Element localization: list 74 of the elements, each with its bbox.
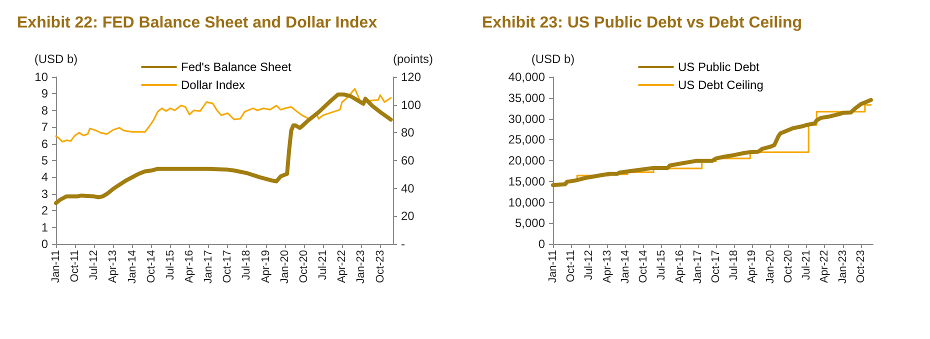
y2-tick-label: 100	[401, 98, 422, 112]
y-tick-label: 5	[41, 154, 48, 168]
y-tick-label: 15,000	[508, 174, 546, 188]
x-tick-label: Jul-18	[240, 250, 253, 280]
y2-tick-label: 120	[401, 70, 422, 84]
line-series	[55, 88, 392, 143]
y2-axis-title: (points)	[393, 52, 434, 66]
x-tick-label: Jan-20	[278, 250, 291, 284]
x-tick-label: Apr-13	[601, 250, 614, 284]
y-axis-title: (USD b)	[34, 52, 78, 66]
x-tick-label: Apr-19	[746, 250, 758, 284]
y-tick-label: 1	[41, 220, 48, 234]
y2-tick-label: 60	[401, 154, 415, 168]
y-tick-label: 5,000	[514, 216, 546, 230]
x-tick-label: Jan-14	[619, 250, 632, 284]
x-tick-label: Oct-17	[710, 250, 722, 284]
y-tick-label: 4	[41, 170, 48, 184]
x-tick-label: Jan-20	[764, 250, 776, 284]
x-tick-label: Jan-11	[547, 250, 559, 283]
y-tick-label: 35,000	[508, 90, 546, 105]
y-tick-label: 8	[41, 103, 48, 118]
x-tick-label: Oct-14	[145, 250, 158, 284]
y-tick-label: 20,000	[508, 154, 546, 168]
x-tick-label: Apr-22	[818, 250, 831, 284]
y-tick-label: 10,000	[508, 195, 546, 210]
x-tick-label: Jan-23	[355, 250, 368, 284]
x-tick-label: Apr-13	[107, 250, 120, 284]
y-tick-label: 40,000	[508, 70, 546, 84]
x-tick-label: Oct-23	[374, 250, 386, 284]
y2-tick-label: -	[401, 237, 405, 251]
y-tick-label: 25,000	[508, 132, 546, 147]
y2-tick-label: 80	[401, 126, 415, 140]
x-tick-label: Apr-22	[336, 250, 348, 284]
x-tick-label: Oct-20	[298, 250, 310, 284]
x-tick-label: Jan-14	[126, 250, 138, 284]
x-tick-label: Jul-15	[164, 250, 176, 280]
chart-title: Exhibit 22: FED Balance Sheet and Dollar Index	[17, 14, 378, 32]
legend-label: Fed's Balance Sheet	[181, 60, 292, 74]
y-axis-title: (USD b)	[531, 52, 575, 66]
x-tick-label: Apr-19	[260, 250, 272, 284]
x-tick-label: Jul-12	[88, 250, 100, 280]
y-tick-label: 9	[41, 86, 48, 101]
line-series	[54, 92, 393, 206]
x-tick-label: Jul-12	[583, 250, 596, 280]
x-tick-label: Jul-21	[317, 250, 330, 280]
legend-label: US Debt Ceiling	[678, 78, 764, 92]
x-tick-label: Oct-14	[638, 250, 650, 284]
y-tick-label: 10	[34, 70, 48, 84]
x-tick-label: Jan-17	[202, 250, 215, 284]
y-tick-label: 6	[41, 136, 48, 151]
x-tick-label: Oct-11	[565, 250, 578, 282]
y-tick-label: 30,000	[508, 112, 546, 126]
x-tick-label: Jul-21	[800, 250, 813, 280]
x-tick-label: Apr-16	[674, 250, 686, 284]
x-tick-label: Jul-15	[656, 250, 668, 280]
y-tick-label: 7	[41, 120, 48, 134]
legend-label: Dollar Index	[181, 78, 246, 92]
x-tick-label: Oct-11	[69, 250, 82, 282]
legend-label: US Public Debt	[678, 60, 760, 74]
y-tick-label: 2	[41, 204, 48, 218]
chart-title: Exhibit 23: US Public Debt vs Debt Ceiling	[482, 14, 802, 32]
y-tick-label: 3	[41, 186, 48, 201]
x-tick-label: Oct-20	[782, 250, 794, 284]
y2-tick-label: 20	[401, 209, 415, 224]
x-tick-label: Jan-11	[50, 250, 62, 283]
x-tick-label: Jan-23	[836, 250, 849, 284]
y2-tick-label: 40	[401, 181, 415, 196]
x-tick-label: Jul-18	[728, 250, 740, 280]
x-tick-label: Apr-16	[184, 250, 196, 284]
x-tick-label: Jan-17	[692, 250, 704, 284]
y-tick-label: 0	[538, 237, 546, 251]
x-tick-label: Oct-23	[854, 250, 867, 284]
x-tick-label: Oct-17	[222, 250, 234, 284]
y-tick-label: 0	[41, 237, 48, 251]
